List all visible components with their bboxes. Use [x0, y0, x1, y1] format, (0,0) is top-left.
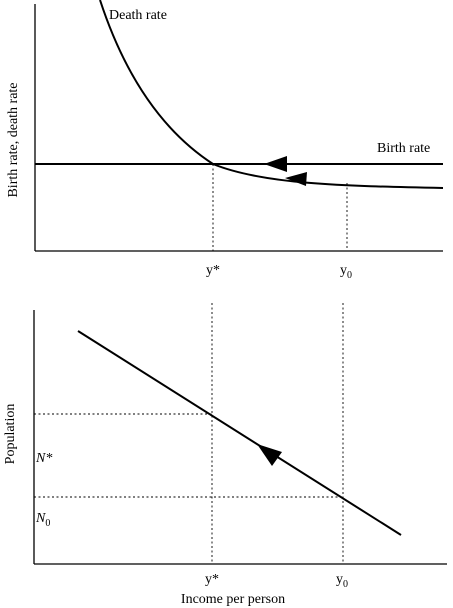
bottom-chart: Population Income per person N* N0 y* y0 [3, 303, 447, 607]
bottom-tick-ystar: y* [205, 572, 219, 587]
top-y-axis-label: Birth rate, death rate [6, 82, 21, 197]
population-line [77, 330, 402, 536]
top-tick-ystar: y* [206, 263, 220, 278]
death-rate-arrow [285, 172, 307, 186]
death-rate-curve [99, 0, 444, 189]
population-arrow [257, 444, 282, 466]
bottom-tick-y0: y0 [336, 572, 348, 590]
tick-n0: N0 [35, 511, 50, 529]
death-rate-label: Death rate [109, 8, 167, 23]
bottom-y-axis-label: Population [3, 404, 18, 465]
top-tick-y0: y0 [340, 263, 352, 281]
birth-rate-arrow [264, 156, 287, 172]
birth-rate-label: Birth rate [377, 141, 430, 156]
tick-nstar: N* [35, 451, 52, 466]
bottom-x-axis-label: Income per person [181, 592, 285, 607]
top-chart: Death rate Birth rate Birth rate, death … [6, 0, 444, 281]
